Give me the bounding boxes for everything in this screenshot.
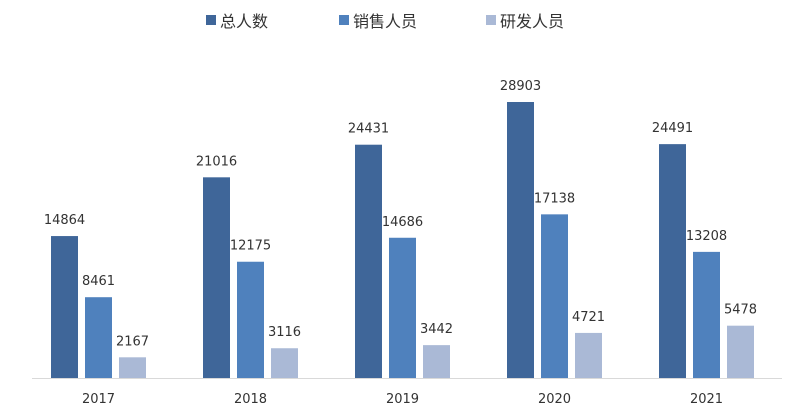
data-label-2018-2: 12175 (230, 239, 271, 254)
data-label-2019-3: 3442 (420, 322, 453, 337)
bars-layer (51, 102, 754, 378)
legend-swatch-3 (486, 15, 496, 25)
bar-2020-2 (541, 214, 568, 378)
bar-2017-3 (119, 357, 146, 378)
bar-2017-2 (85, 297, 112, 378)
data-label-2019-1: 24431 (348, 122, 389, 137)
data-label-2021-1: 24491 (652, 121, 693, 136)
bar-2021-2 (693, 251, 720, 378)
data-label-2017-3: 2167 (116, 334, 149, 349)
data-label-2019-2: 14686 (382, 215, 423, 230)
x-tick-label-2018: 2018 (234, 392, 267, 407)
x-tick-label-2020: 2020 (538, 392, 571, 407)
bar-2018-3 (271, 348, 298, 378)
data-label-2020-3: 4721 (572, 310, 605, 325)
data-label-2018-3: 3116 (268, 325, 301, 340)
legend: 总人数 销售人员 研发人员 (206, 12, 564, 31)
x-tick-label-2021: 2021 (690, 392, 723, 407)
bar-2018-2 (237, 261, 264, 378)
data-label-2020-1: 28903 (500, 79, 541, 94)
legend-swatch-1 (206, 15, 216, 25)
bar-2021-1 (659, 144, 686, 378)
bar-2020-1 (507, 102, 534, 378)
data-label-2017-2: 8461 (82, 274, 115, 289)
bar-2019-3 (423, 345, 450, 378)
data-label-2021-3: 5478 (724, 303, 757, 318)
legend-swatch-2 (339, 15, 349, 25)
bar-2019-1 (355, 144, 382, 378)
data-labels-layer: 14864 8461 2167 21016 12175 3116 24431 14686 344… (44, 79, 757, 349)
bar-2021-3 (727, 325, 754, 378)
x-tick-label-2019: 2019 (386, 392, 419, 407)
bar-2019-2 (389, 237, 416, 378)
data-label-2020-2: 17138 (534, 191, 575, 206)
bar-2017-1 (51, 236, 78, 378)
legend-label-2: 销售人员 (353, 12, 417, 31)
legend-label-1: 总人数 (220, 12, 268, 31)
bar-2018-1 (203, 177, 230, 378)
data-label-2021-2: 13208 (686, 229, 727, 244)
bar-2020-3 (575, 332, 602, 378)
data-label-2017-1: 14864 (44, 213, 85, 228)
x-tick-label-2017: 2017 (82, 392, 115, 407)
data-label-2018-1: 21016 (196, 154, 237, 169)
x-axis-ticks: 2017 2018 2019 2020 2021 (82, 392, 723, 407)
legend-label-3: 研发人员 (500, 12, 564, 31)
